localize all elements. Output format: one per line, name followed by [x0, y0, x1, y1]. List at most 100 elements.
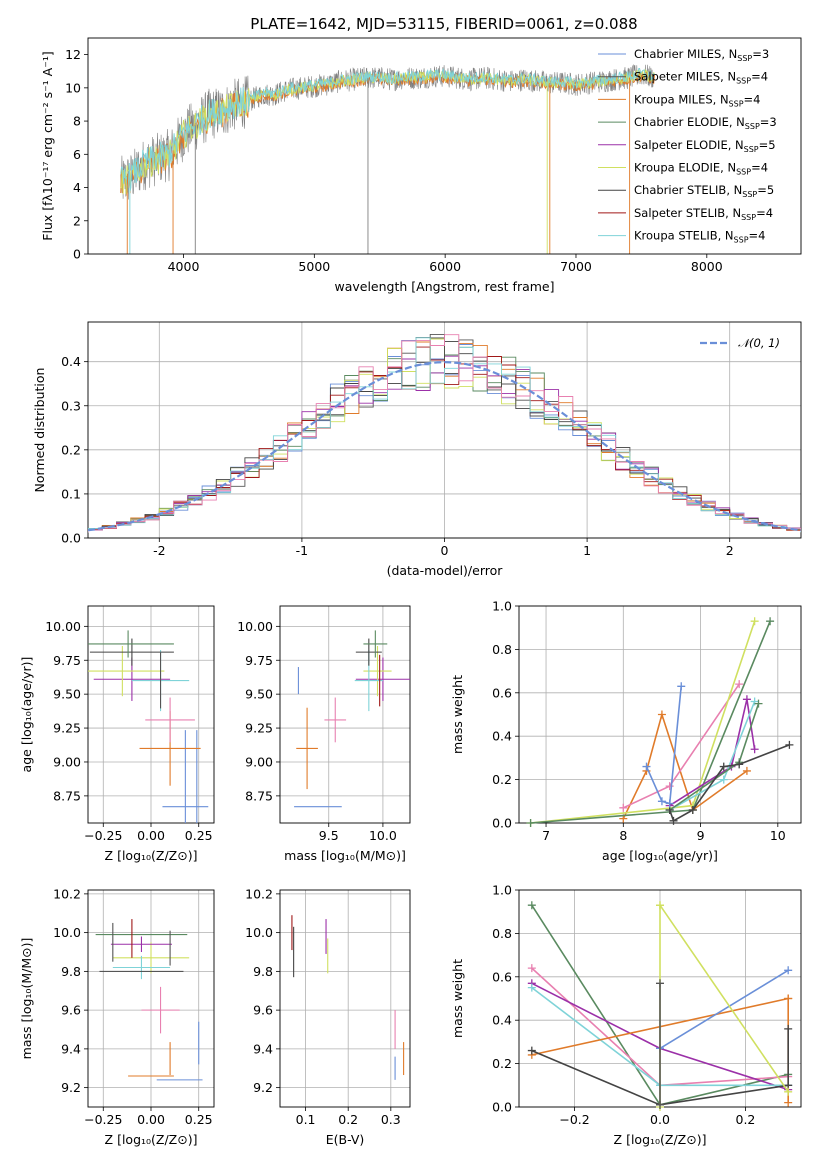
weight-vs-age-panel: 7 8 9 10 0.0 0.2 0.4 0.6 0.8 1.0 age [log₁₀(age/yr… — [450, 599, 802, 863]
series-point — [735, 760, 744, 769]
y-tick-label: 0.0 — [61, 531, 81, 546]
y-tick-label: 0 — [73, 247, 81, 262]
series-point — [665, 782, 674, 791]
legend-entry: 𝒩(0, 1) — [738, 336, 780, 350]
x-tick-label: -1 — [296, 543, 308, 558]
legend-suffix: =3 — [760, 115, 777, 129]
legend-entry: Chabrier MILES, NSSP=3 — [634, 47, 769, 63]
normal-curve — [88, 360, 801, 532]
legend-text: Chabrier ELODIE, N — [634, 115, 745, 129]
y-tick-label: 4 — [73, 180, 81, 195]
series-line — [531, 1028, 789, 1106]
series-point — [766, 617, 775, 626]
legend-suffix: =4 — [749, 229, 766, 243]
legend-entry: Chabrier ELODIE, NSSP=3 — [634, 115, 777, 131]
y-tick-label: 10.00 — [237, 619, 273, 634]
x-axis-label: Z [log₁₀(Z/Z⊙)] — [614, 1132, 707, 1147]
legend-text: Kroupa STELIB, N — [634, 229, 734, 243]
axes-frame — [279, 889, 411, 1108]
axes-frame — [518, 605, 802, 824]
series-point — [784, 1087, 793, 1096]
series-point — [784, 994, 793, 1003]
legend-text: Kroupa ELODIE, N — [634, 161, 736, 175]
legend-suffix: =4 — [756, 206, 773, 220]
series-point — [642, 762, 651, 771]
series-line — [645, 686, 682, 805]
y-tick-label: 1.0 — [492, 599, 512, 614]
x-tick-label: 7 — [542, 828, 550, 843]
y-tick-label: 0.1 — [61, 486, 81, 501]
x-tick-label: 1 — [583, 543, 591, 558]
x-axis-label: wavelength [Angstrom, rest frame] — [334, 279, 554, 294]
y-tick-label: 9.75 — [245, 653, 273, 668]
series-point — [719, 775, 728, 784]
y-tick-label: 9.25 — [245, 721, 273, 736]
spectrum-panel: 4000 5000 6000 7000 8000 0 2 4 6 8 10 12 wavelength … — [40, 37, 802, 294]
errorbar-group — [294, 630, 410, 808]
x-tick-label: 2 — [726, 543, 734, 558]
y-tick-label: 0.6 — [492, 685, 512, 700]
x-tick-label: 0.25 — [185, 1112, 213, 1127]
errorbar-group — [88, 630, 209, 823]
series-group — [526, 617, 794, 827]
series-point — [742, 766, 751, 775]
x-tick-label: 10 — [770, 828, 786, 843]
series-point — [750, 617, 759, 626]
weight-vs-Z-panel: −0.2 0.0 0.2 0.0 0.2 0.4 0.6 0.8 1.0 Z [log₁₀(Z/Z… — [450, 883, 802, 1147]
axes-frame — [279, 605, 411, 824]
series-group — [527, 901, 793, 1111]
series-point — [677, 682, 686, 691]
series-point — [735, 680, 744, 689]
x-tick-label: 9.5 — [319, 828, 339, 843]
y-tick-label: 9.4 — [61, 1041, 81, 1056]
legend-text: Chabrier STELIB, N — [634, 183, 742, 197]
y-tick-label: 8.75 — [53, 788, 81, 803]
series-point — [669, 816, 678, 825]
series-point — [657, 797, 666, 806]
series-line — [530, 620, 756, 824]
x-tick-label: 8000 — [691, 259, 723, 274]
y-tick-label: 10.2 — [245, 886, 273, 901]
histogram-step — [88, 334, 801, 533]
y-axis-label: age [log₁₀(age/yr)] — [19, 657, 34, 773]
y-tick-label: 10.0 — [53, 925, 81, 940]
series-point — [784, 966, 793, 975]
x-tick-label: 4000 — [168, 259, 200, 274]
y-tick-label: 9.8 — [61, 964, 81, 979]
errorbar-group — [291, 915, 405, 1080]
series-point — [754, 699, 763, 708]
x-tick-label: 0.2 — [338, 1112, 358, 1127]
series-line — [659, 904, 789, 1093]
legend-subscript: SSP — [736, 77, 751, 86]
legend-subscript: SSP — [734, 236, 749, 245]
legend-subscript: SSP — [729, 99, 744, 108]
y-tick-label: 9.75 — [53, 653, 81, 668]
series-point — [784, 1098, 793, 1107]
series-point — [526, 819, 535, 827]
x-tick-label: 6000 — [429, 259, 461, 274]
y-tick-label: 6 — [73, 147, 81, 162]
x-tick-label: 0.00 — [137, 1112, 165, 1127]
y-tick-label: 9.8 — [253, 964, 273, 979]
mass-vs-Z-panel: −0.25 0.00 0.25 9.2 9.4 9.6 9.8 10.0 10.2 Z [log₁… — [19, 886, 215, 1147]
legend-subscript: SSP — [742, 190, 757, 199]
age-vs-mass-panel: 9.5 10.0 8.75 9.00 9.25 9.50 9.75 10.00 mass [lo… — [237, 605, 411, 863]
legend-text: Chabrier MILES, N — [634, 47, 737, 61]
axes-frame — [87, 889, 215, 1108]
legend-suffix: =5 — [759, 138, 776, 152]
legend-text: Kroupa MILES, N — [634, 92, 729, 106]
y-tick-label: 9.50 — [53, 687, 81, 702]
y-axis-label: mass weight — [450, 675, 465, 754]
y-tick-label: 9.50 — [245, 687, 273, 702]
series-point — [527, 1046, 536, 1055]
series-point — [784, 1024, 793, 1033]
age-vs-Z-panel: −0.25 0.00 0.25 8.75 9.00 9.25 9.50 9.75 10.00 Z … — [19, 605, 215, 863]
series-point — [656, 979, 664, 988]
x-tick-label: 0.00 — [137, 828, 165, 843]
y-tick-label: 8 — [73, 114, 81, 129]
y-tick-label: 0.0 — [492, 816, 512, 831]
y-tick-label: 8.75 — [245, 788, 273, 803]
y-tick-label: 10.00 — [45, 619, 81, 634]
y-tick-label: 0.4 — [492, 1013, 512, 1028]
series-point — [750, 745, 759, 754]
